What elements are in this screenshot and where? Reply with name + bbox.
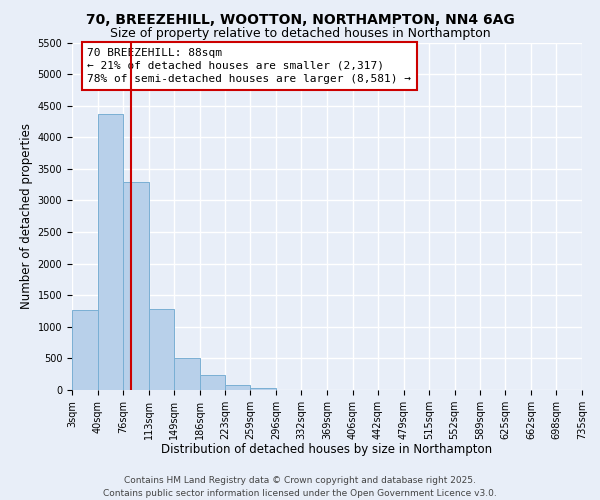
Bar (199, 376, 225, 390)
Bar (123, 182, 149, 390)
Bar (149, 309, 174, 390)
Text: 70 BREEZEHILL: 88sqm
← 21% of detached houses are smaller (2,317)
78% of semi-de: 70 BREEZEHILL: 88sqm ← 21% of detached h… (88, 48, 412, 84)
Text: Contains HM Land Registry data © Crown copyright and database right 2025.
Contai: Contains HM Land Registry data © Crown c… (103, 476, 497, 498)
Text: Size of property relative to detached houses in Northampton: Size of property relative to detached ho… (110, 28, 490, 40)
Bar (250, 388, 276, 390)
Bar (174, 358, 199, 390)
Text: 70, BREEZEHILL, WOOTTON, NORTHAMPTON, NN4 6AG: 70, BREEZEHILL, WOOTTON, NORTHAMPTON, NN… (86, 12, 514, 26)
Y-axis label: Number of detached properties: Number of detached properties (20, 123, 34, 309)
Bar (98, 114, 123, 390)
Bar (225, 385, 250, 390)
X-axis label: Distribution of detached houses by size in Northampton: Distribution of detached houses by size … (161, 444, 493, 456)
Bar (72, 310, 98, 390)
